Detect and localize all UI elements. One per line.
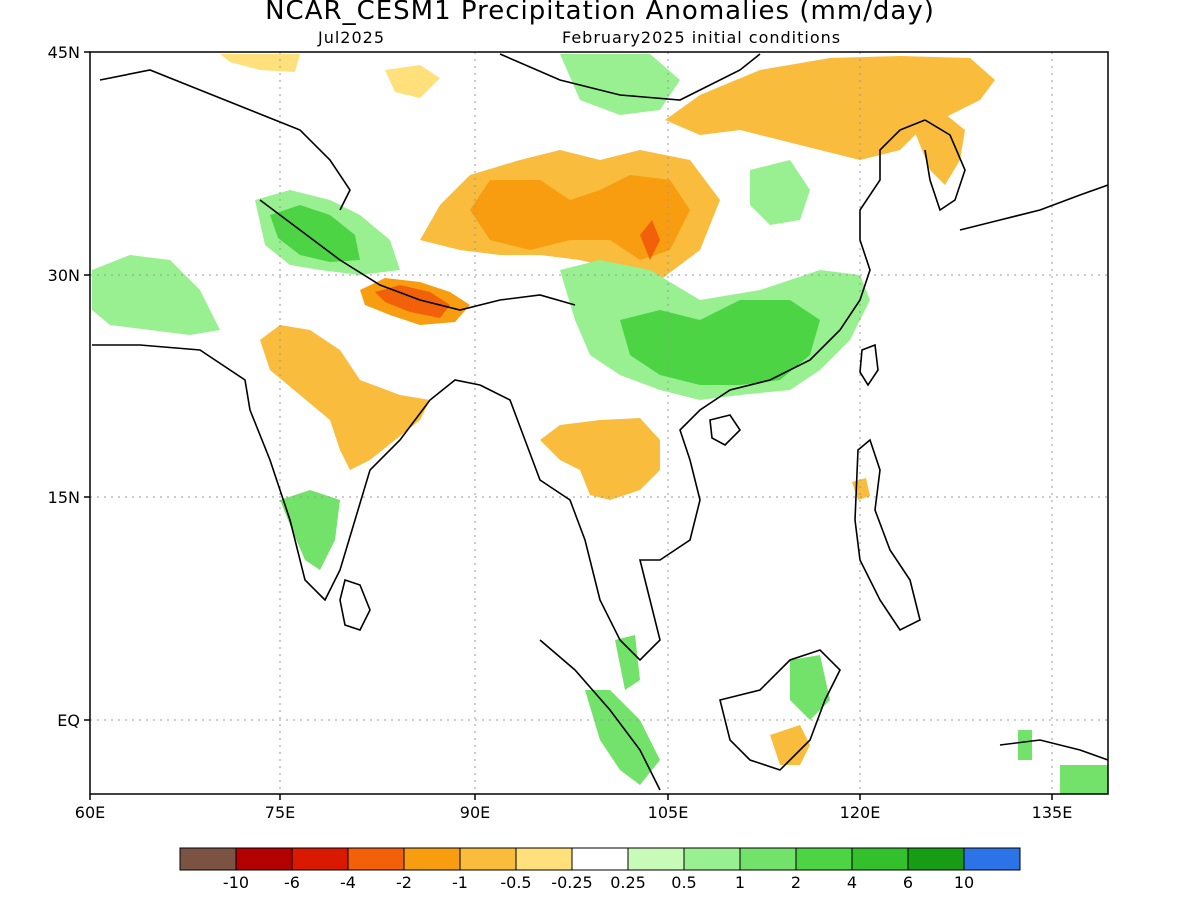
colorbar-label: 1 [735, 873, 745, 892]
lon-label-60e: 60E [75, 803, 105, 822]
colorbar-swatch [627, 847, 685, 871]
coast-borneo [719, 649, 841, 771]
border-north [99, 69, 351, 211]
border-mongolia [499, 53, 761, 101]
map-title: NCAR_CESM1 Precipitation Anomalies (mm/d… [265, 0, 935, 26]
anomaly-dry-tibet-core [470, 175, 690, 260]
anomaly-dry-tarim [385, 65, 440, 98]
valid-month-label: Jul2025 [318, 28, 386, 47]
anomaly-dry-himalaya-core [375, 285, 450, 318]
lat-label-eq: EQ [57, 711, 80, 730]
coast-taiwan [859, 343, 879, 387]
lon-label-90e: 90E [460, 803, 490, 822]
coast-newguinea [999, 739, 1108, 761]
colorbar-swatch [571, 847, 629, 871]
anomaly-dry-borneo [770, 725, 810, 765]
colorbar-swatch [403, 847, 461, 871]
border-himalaya [259, 199, 576, 311]
colorbar-label: -2 [396, 873, 412, 892]
colorbar-label: 0.25 [610, 873, 646, 892]
colorbar-swatch [179, 847, 237, 871]
coast-hainan [709, 414, 742, 446]
anomaly-wet-sumatra [585, 690, 660, 785]
anomaly-dry-indochina [540, 418, 660, 500]
anomaly-dry-india [260, 325, 430, 470]
coast-indochina [479, 119, 926, 662]
anomaly-wet-png [1060, 765, 1108, 794]
coast-sumatra [539, 639, 661, 791]
anomaly-wet-east-china [750, 160, 810, 225]
colorbar-label: 10 [954, 873, 974, 892]
colorbar-swatch [907, 847, 965, 871]
lon-label-105e: 105E [648, 803, 689, 822]
anomaly-wet-mongolia [560, 54, 680, 115]
anomaly-dry-peak [640, 220, 660, 260]
lat-label-45n: 45N [48, 43, 80, 62]
gridlines [90, 52, 1108, 794]
axis-ticks [84, 51, 1053, 800]
lat-label-30n: 30N [48, 266, 80, 285]
anomaly-wet-china-core [620, 300, 820, 385]
colorbar-label: -1 [452, 873, 468, 892]
coast-japan [959, 184, 1108, 231]
colorbar-swatch [963, 847, 1021, 871]
colorbar-label: -0.25 [551, 873, 592, 892]
colorbar-swatch [347, 847, 405, 871]
colorbar-label: 0.5 [671, 873, 696, 892]
coast-india [92, 344, 481, 602]
coast-korea [924, 119, 966, 212]
colorbar-swatch [515, 847, 573, 871]
anomaly-fields [92, 54, 1108, 794]
anomaly-wet-pakistan-core [270, 205, 360, 262]
colorbar-label: -4 [340, 873, 356, 892]
lon-label-75e: 75E [265, 803, 295, 822]
colorbar-label: -0.5 [500, 873, 531, 892]
lon-label-135e: 135E [1032, 803, 1073, 822]
colorbar-swatch [851, 847, 909, 871]
init-conditions-label: February2025 initial conditions [562, 28, 842, 47]
colorbar-swatch [291, 847, 349, 871]
colorbar-swatch [235, 847, 293, 871]
coastlines [92, 53, 1108, 791]
anomaly-dry-nw [220, 54, 300, 72]
anomaly-wet-india-south [280, 490, 340, 570]
coast-philippines [854, 438, 921, 632]
colorbar-label: 2 [791, 873, 801, 892]
anomaly-dry-north [665, 56, 995, 160]
anomaly-dry-korea [910, 110, 965, 185]
colorbar-label: -10 [223, 873, 249, 892]
map-frame [89, 51, 1109, 795]
colorbar-swatch [739, 847, 797, 871]
colorbar-label: 4 [847, 873, 857, 892]
lat-label-15n: 15N [48, 488, 80, 507]
anomaly-wet-sulawesi [1018, 730, 1032, 760]
colorbar-swatch [683, 847, 741, 871]
anomaly-wet-malaya [615, 635, 640, 690]
colorbar: -10 -6 -4 -2 -1 -0.5 -0.25 0.25 0.5 1 2 4 6 10 [179, 847, 1021, 892]
anomaly-wet-west [92, 255, 220, 335]
colorbar-label: 6 [903, 873, 913, 892]
anomaly-wet-borneo [790, 655, 830, 720]
colorbar-swatch [459, 847, 517, 871]
lon-label-120e: 120E [840, 803, 881, 822]
colorbar-swatch [795, 847, 853, 871]
coast-srilanka [339, 578, 371, 631]
colorbar-label: -6 [284, 873, 300, 892]
